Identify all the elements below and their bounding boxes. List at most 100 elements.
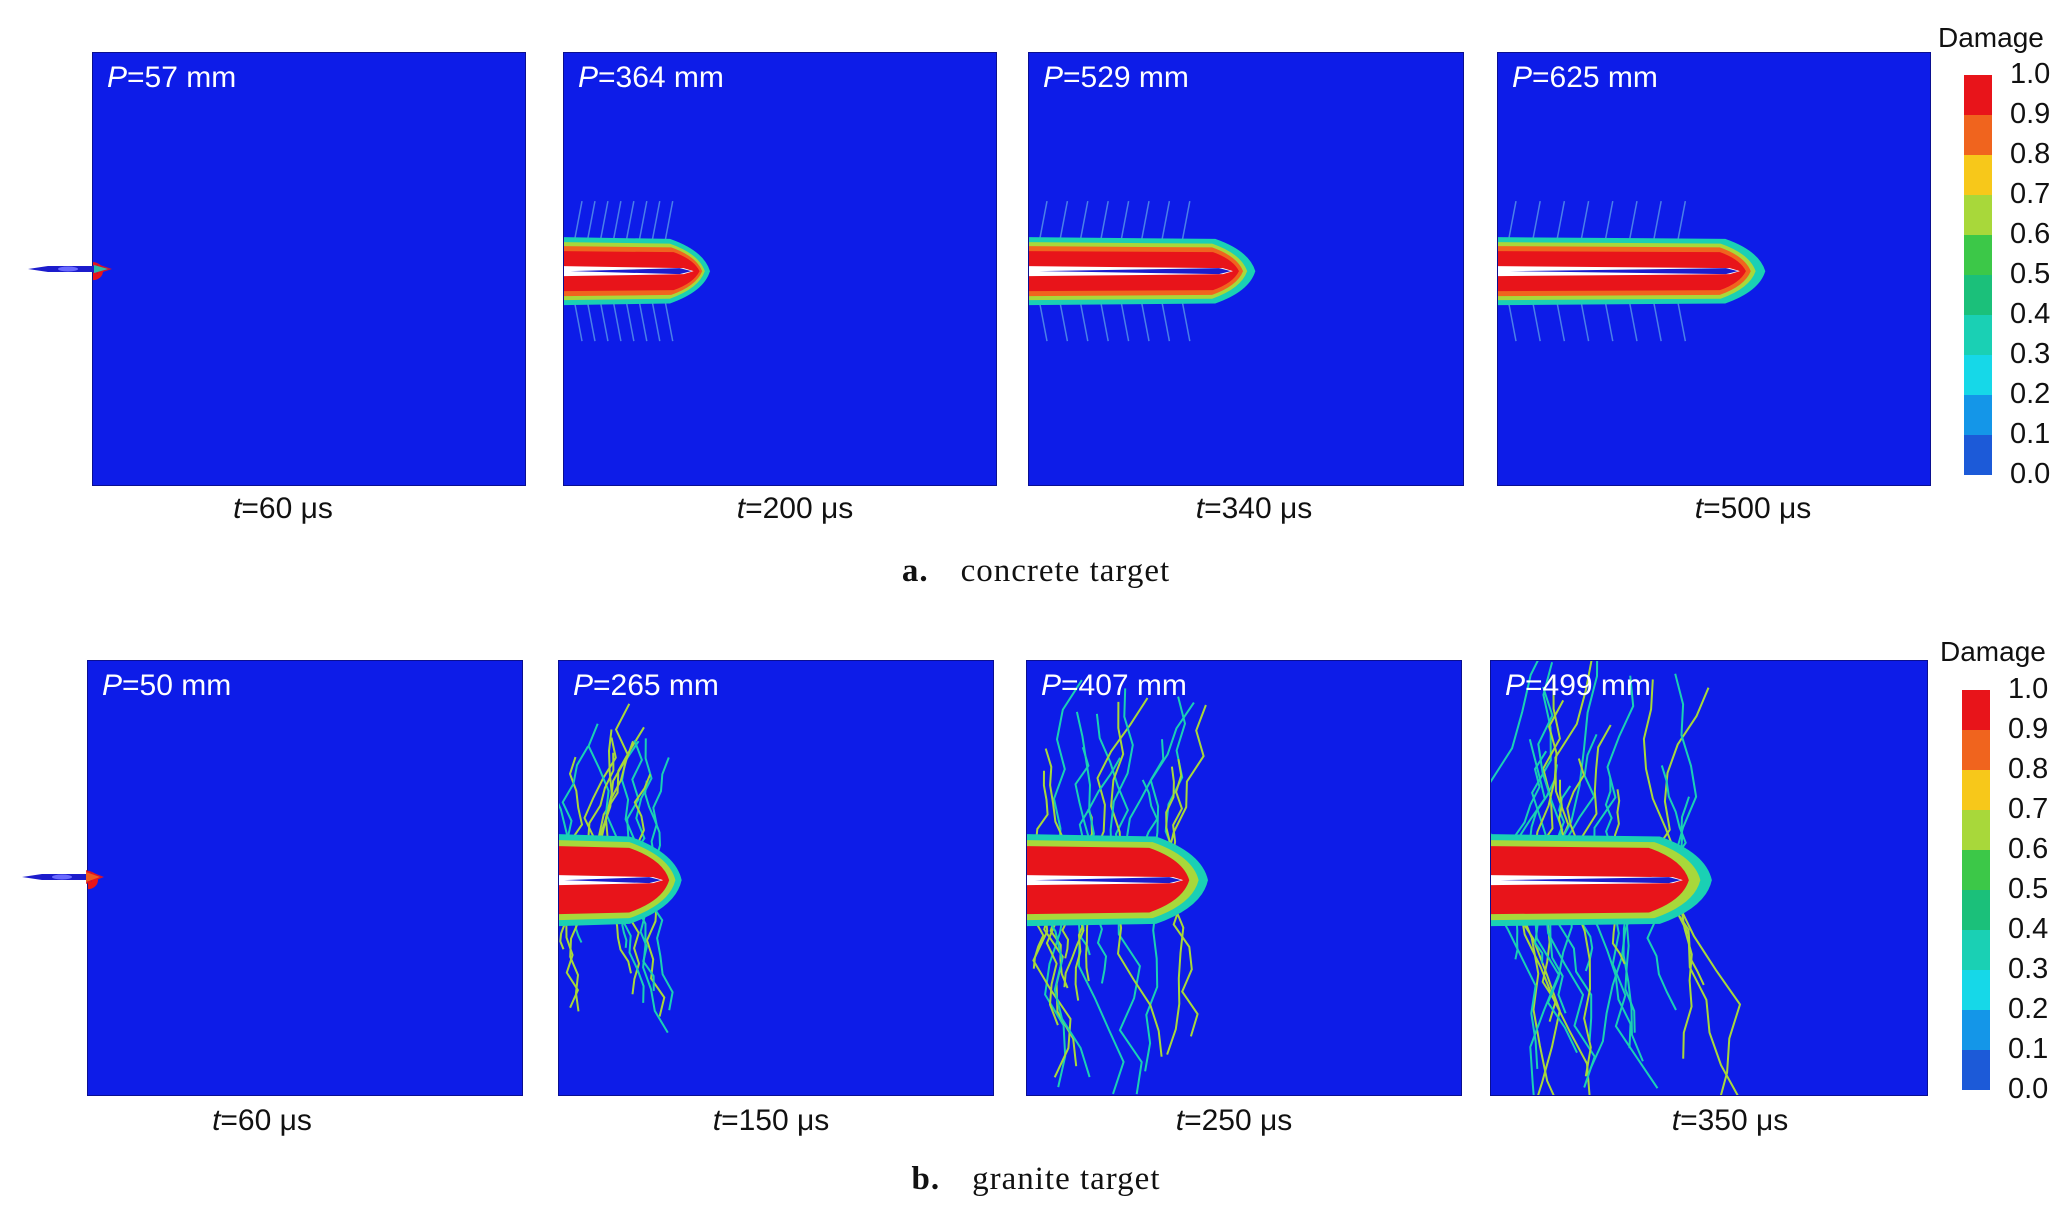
crack-line: [630, 738, 653, 859]
colorbar-tick-label: 0.4: [2008, 913, 2049, 945]
colorbar-title: Damage: [1938, 22, 2044, 53]
damage-field: [1491, 661, 1742, 1095]
crack-line: [1038, 201, 1048, 244]
penetrator: [1039, 268, 1231, 275]
crack-line: [1032, 902, 1072, 1078]
penetration-depth-label: P=625 mm: [1512, 61, 1658, 94]
colorbar-title: Damage: [1940, 636, 2046, 667]
sim-panel: P=625 mm: [1497, 52, 1931, 486]
damage-field: [1027, 679, 1208, 1095]
crack-line: [1676, 299, 1687, 342]
crack-line: [1038, 299, 1048, 342]
crack-line: [1531, 661, 1554, 859]
colorbar-tick-label: 0.3: [2010, 338, 2051, 370]
colorbar: [1964, 75, 1992, 475]
sim-panel: P=407 mm: [1026, 660, 1462, 1096]
sim-panel: P=499 mm: [1490, 660, 1928, 1096]
crack-line: [1091, 697, 1149, 859]
colorbar-band: [1964, 315, 1992, 355]
colorbar-tick-label: 0.4: [2010, 298, 2051, 330]
colorbar-tick-label: 0.1: [2008, 1033, 2049, 1065]
time-label: t=150 μs: [712, 1104, 830, 1137]
time-label: t=500 μs: [1694, 492, 1812, 525]
penetrator: [1500, 877, 1681, 884]
penetrator-shape: [28, 263, 112, 275]
crack-line: [1491, 901, 1539, 1069]
crack-line: [612, 201, 622, 244]
crack-line: [1181, 201, 1191, 244]
colorbar-band: [1962, 890, 1990, 930]
time-label: t=60 μs: [233, 492, 333, 525]
penetrator: [1034, 877, 1182, 884]
sim-panel: P=265 mm: [558, 660, 994, 1096]
penetration-depth-label: P=499 mm: [1505, 669, 1651, 702]
crack-line: [1172, 901, 1199, 1037]
colorbar-tick-label: 0.6: [2008, 833, 2049, 865]
crack-line: [599, 299, 609, 342]
colorbar-tick-label: 0.7: [2010, 178, 2051, 210]
colorbar-tick-label: 0.7: [2008, 793, 2049, 825]
colorbar-tick-label: 0.2: [2008, 993, 2049, 1025]
crack-line: [1593, 675, 1635, 859]
damage-field: [1498, 201, 1766, 342]
crack-line: [1140, 201, 1150, 244]
crack-line: [1544, 902, 1596, 1088]
crack-line: [645, 902, 666, 1017]
crack-line: [651, 299, 661, 342]
colorbar-tick-label: 0.3: [2008, 953, 2049, 985]
colorbar-tick-label: 0.0: [2008, 1073, 2049, 1105]
colorbar-band: [1964, 355, 1992, 395]
crack-line: [1075, 711, 1095, 859]
colorbar-tick-label: 0.5: [2010, 258, 2051, 290]
colorbar-band: [1964, 435, 1992, 475]
crack-line: [1652, 201, 1662, 244]
colorbar-band: [1962, 970, 1990, 1010]
crack-line: [1109, 688, 1134, 859]
crack-line: [1572, 901, 1592, 1077]
damage-field: [564, 201, 710, 342]
colorbar: [1962, 690, 1990, 1090]
crack-line: [1171, 758, 1183, 859]
time-label: t=350 μs: [1671, 1104, 1789, 1137]
damage-field: [88, 871, 98, 890]
sim-panel: P=364 mm: [563, 52, 997, 486]
penetration-depth-label: P=407 mm: [1041, 669, 1187, 702]
colorbar-band: [1964, 115, 1992, 155]
crack-line: [1110, 701, 1125, 859]
penetrator: [564, 877, 662, 884]
crack-line: [1117, 902, 1143, 1095]
crack-line: [1583, 901, 1632, 1049]
row-concrete: P=57 mm P=364 mm P=529 mm P=625 mm t=60 …: [0, 0, 2069, 608]
crack-line: [650, 757, 670, 859]
crack-line: [1116, 902, 1163, 1057]
caption-a: a. concrete target: [901, 553, 1171, 589]
colorbar-tick-label: 0.1: [2010, 418, 2051, 450]
penetrator: [570, 268, 692, 275]
time-label: t=60 μs: [212, 1104, 312, 1137]
colorbar-tick-label: 0.9: [2010, 98, 2051, 130]
colorbar-tick-label: 0.6: [2010, 218, 2051, 250]
crack-line: [1164, 696, 1187, 859]
crack-line: [1140, 299, 1150, 342]
colorbar-tick-label: 0.8: [2010, 138, 2051, 170]
colorbar-band: [1964, 155, 1992, 195]
penetration-depth-label: P=529 mm: [1043, 61, 1189, 94]
crack-line: [1119, 299, 1130, 342]
damage-field: [1029, 201, 1256, 342]
crack-line: [1550, 661, 1599, 859]
time-label: t=200 μs: [736, 492, 854, 525]
colorbar-band: [1962, 1010, 1990, 1050]
caption-b: b. granite target: [911, 1161, 1161, 1197]
crack-line: [1058, 201, 1069, 244]
crack-line: [1604, 299, 1614, 342]
colorbar-band: [1964, 235, 1992, 275]
crack-line: [638, 299, 648, 342]
crack-line: [1628, 299, 1638, 342]
damage-field: [559, 703, 682, 1034]
crack-line: [592, 703, 631, 859]
colorbar-tick-label: 0.8: [2008, 753, 2049, 785]
colorbar-band: [1962, 930, 1990, 970]
crack-line: [1058, 299, 1069, 342]
penetrator-shape: [22, 870, 104, 884]
crack-line: [1507, 299, 1517, 342]
